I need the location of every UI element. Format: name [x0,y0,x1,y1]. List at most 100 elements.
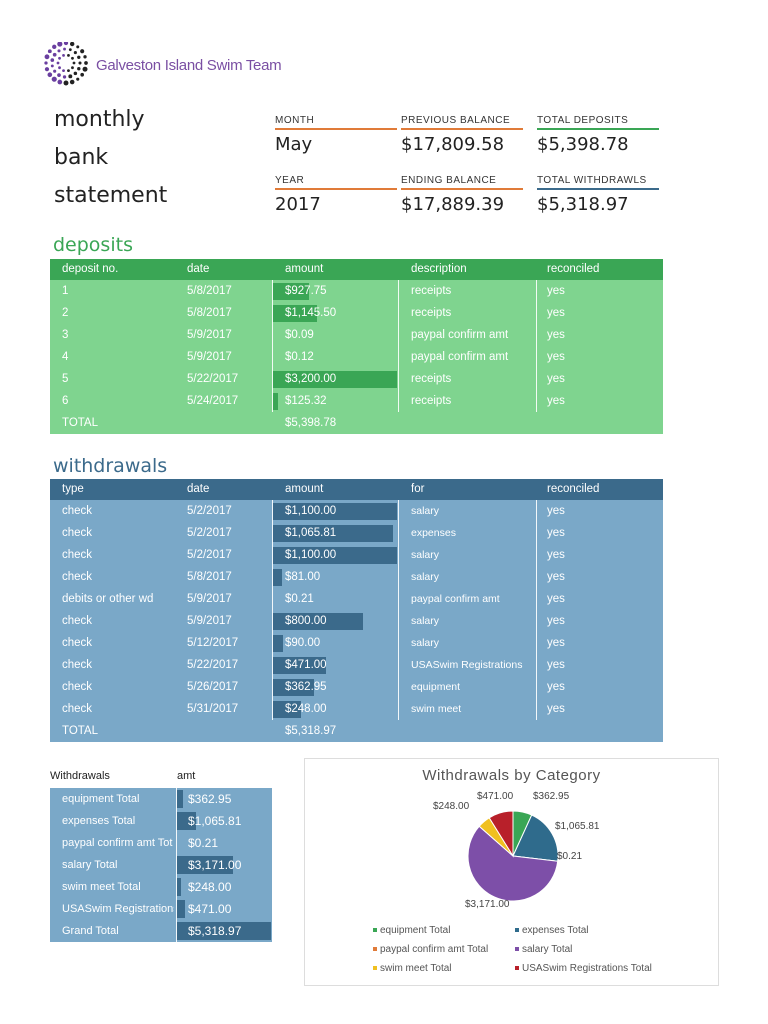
logo-dot [53,53,57,57]
month-label: MONTH [275,115,397,130]
legend-label: expenses Total [522,925,589,936]
pivot-category: equipment Total [62,788,174,810]
previous-balance-label: PREVIOUS BALANCE [401,115,523,130]
column-divider [398,346,399,368]
deposits-cell-date: 5/8/2017 [187,302,232,324]
deposits-column-header: reconciled [547,259,599,281]
withdrawals-cell-rec: yes [547,588,565,610]
logo-dot [63,48,66,51]
pivot-row[interactable]: expenses Total $1,065.81 [50,810,272,832]
logo-dot [80,73,84,77]
column-divider [398,302,399,324]
pivot-category: paypal confirm amt Tot [62,832,174,854]
pivot-grand-total-row[interactable]: Grand Total $5,318.97 [50,920,272,942]
logo-dot [84,61,88,65]
amount-data-bar [273,569,282,586]
column-divider [398,566,399,588]
chart-box: Withdrawals by Category $362.95 $1,065.81… [304,758,719,986]
column-divider [398,368,399,390]
pivot-amount: $471.00 [188,898,231,920]
deposits-cell-no: 3 [62,324,68,346]
deposits-cell-desc: receipts [411,302,451,324]
withdrawals-table: type date amount for reconciled check 5/2/2017… [50,479,663,742]
deposits-row: 6 5/24/2017 $125.32 receipts yes [50,390,663,412]
deposits-column-header: deposit no. [62,259,118,281]
withdrawals-cell-date: 5/2/2017 [187,544,232,566]
column-divider [398,632,399,654]
logo-dot [57,42,62,47]
withdrawals-cell-date: 5/2/2017 [187,522,232,544]
column-divider [398,588,399,610]
amount-data-bar [177,878,181,896]
deposits-row: 4 5/9/2017 $0.12 paypal confirm amt yes [50,346,663,368]
pivot-row[interactable]: swim meet Total $248.00 [50,876,272,898]
logo-dot [71,57,74,60]
withdrawals-cell-date: 5/22/2017 [187,654,238,676]
withdrawals-cell-rec: yes [547,654,565,676]
previous-balance-value: $17,809.58 [401,134,504,155]
logo-dot [78,61,81,64]
pie-chart: $362.95 $1,065.81 $0.21 $3,171.00 $248.00 $47… [305,759,718,985]
withdrawals-column-header: reconciled [547,479,599,501]
total-withdrawals-value: $5,318.97 [537,194,629,215]
deposits-cell-desc: receipts [411,390,451,412]
column-divider [536,522,537,544]
withdrawals-cell-amount: $90.00 [285,632,320,654]
column-divider [536,610,537,632]
withdrawals-column-header: type [62,479,84,501]
pie-data-label: $1,065.81 [555,821,600,832]
withdrawals-row: check 5/26/2017 $362.95 equipment yes [50,676,663,698]
total-withdrawals-label: TOTAL WITHDRAWLS [537,175,659,190]
ending-balance-value: $17,889.39 [401,194,504,215]
withdrawals-cell-date: 5/2/2017 [187,500,232,522]
withdrawals-row: check 5/12/2017 $90.00 salary yes [50,632,663,654]
withdrawals-cell-type: check [62,544,92,566]
deposits-row: 5 5/22/2017 $3,200.00 receipts yes [50,368,663,390]
withdrawals-cell-date: 5/26/2017 [187,676,238,698]
withdrawals-cell-rec: yes [547,500,565,522]
withdrawals-cell-type: check [62,654,92,676]
withdrawals-cell-type: check [62,676,92,698]
pivot-row[interactable]: paypal confirm amt Tot $0.21 [50,832,272,854]
deposits-cell-rec: yes [547,324,565,346]
column-divider [398,698,399,720]
legend-swatch [373,947,377,951]
column-divider [398,676,399,698]
deposits-header-row: deposit no. date amount description reconcil… [50,259,663,280]
withdrawals-cell-date: 5/31/2017 [187,698,238,720]
pivot-row[interactable]: salary Total $3,171.00 [50,854,272,876]
deposits-cell-no: 2 [62,302,68,324]
pivot-table: Withdrawals amt equipment Total $362.95 expe… [50,768,272,942]
title-line-3: statement [54,183,167,208]
pivot-row[interactable]: equipment Total $362.95 [50,788,272,810]
logo-dot [44,61,47,64]
legend-label: salary Total [522,944,572,955]
logo-dot [74,51,77,54]
logo-dot [68,74,72,78]
deposits-cell-rec: yes [547,280,565,302]
column-divider [536,588,537,610]
deposits-column-header: amount [285,259,323,281]
pie-data-label: $248.00 [433,801,470,812]
withdrawals-cell-rec: yes [547,676,565,698]
legend-label: swim meet Total [380,963,452,974]
deposits-heading: deposits [53,234,133,256]
logo-dot [52,45,56,49]
deposits-cell-amount: $125.32 [285,390,327,412]
deposits-cell-date: 5/9/2017 [187,346,232,368]
withdrawals-cell-date: 5/9/2017 [187,588,232,610]
deposits-cell-amount: $927.75 [285,280,327,302]
withdrawals-cell-type: check [62,632,92,654]
column-divider [176,832,177,854]
column-divider [398,522,399,544]
logo-dot [71,66,74,69]
column-divider [536,632,537,654]
withdrawals-cell-date: 5/8/2017 [187,566,232,588]
withdrawals-total-row: TOTAL $5,318.97 [50,720,663,742]
pivot-row[interactable]: USASwim Registrations $471.00 [50,898,272,920]
withdrawals-cell-for: salary [411,632,439,654]
column-divider [398,390,399,412]
deposits-cell-amount: $3,200.00 [285,368,336,390]
legend-item: swim meet Total [373,963,452,974]
withdrawals-cell-amount: $1,100.00 [285,500,336,522]
